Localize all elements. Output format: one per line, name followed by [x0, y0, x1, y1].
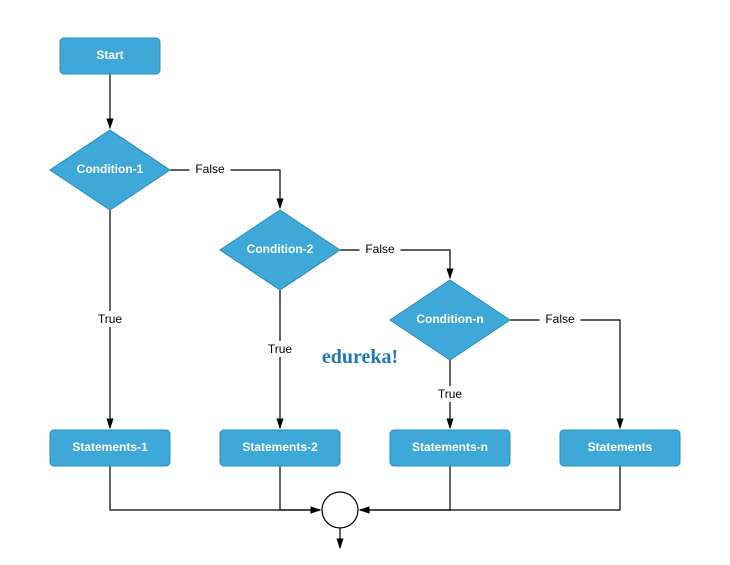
- edge-label-condn-true: True: [438, 387, 463, 401]
- edge-label-cond1-false: False: [195, 162, 225, 176]
- start-label: Start: [96, 48, 123, 62]
- nodes-layer: Start Condition-1 Condition-2 Condition-n St…: [50, 38, 680, 528]
- stmt1-label: Statements-1: [72, 440, 148, 454]
- edge-stmt2-merge: [280, 466, 320, 510]
- cond2-label: Condition-2: [247, 242, 314, 256]
- cond1-label: Condition-1: [77, 162, 144, 176]
- flowchart-canvas: Start Condition-1 Condition-2 Condition-n St…: [0, 0, 730, 565]
- edge-label-cond1-true: True: [98, 312, 123, 326]
- edge-label-cond2-false: False: [365, 242, 395, 256]
- edge-label-cond2-true: True: [268, 342, 293, 356]
- merge-node: [322, 492, 358, 528]
- edge-condn-false: [510, 320, 620, 428]
- condn-label: Condition-n: [416, 312, 483, 326]
- stmt2-label: Statements-2: [242, 440, 318, 454]
- stmtn-label: Statements-n: [412, 440, 488, 454]
- edge-stmtn-merge: [360, 466, 450, 510]
- stmte-label: Statements: [588, 440, 653, 454]
- edge-stmte-merge: [360, 466, 620, 510]
- watermark-text: edureka!: [322, 346, 398, 368]
- edge-stmt1-merge: [110, 466, 320, 510]
- edge-label-condn-false: False: [545, 312, 575, 326]
